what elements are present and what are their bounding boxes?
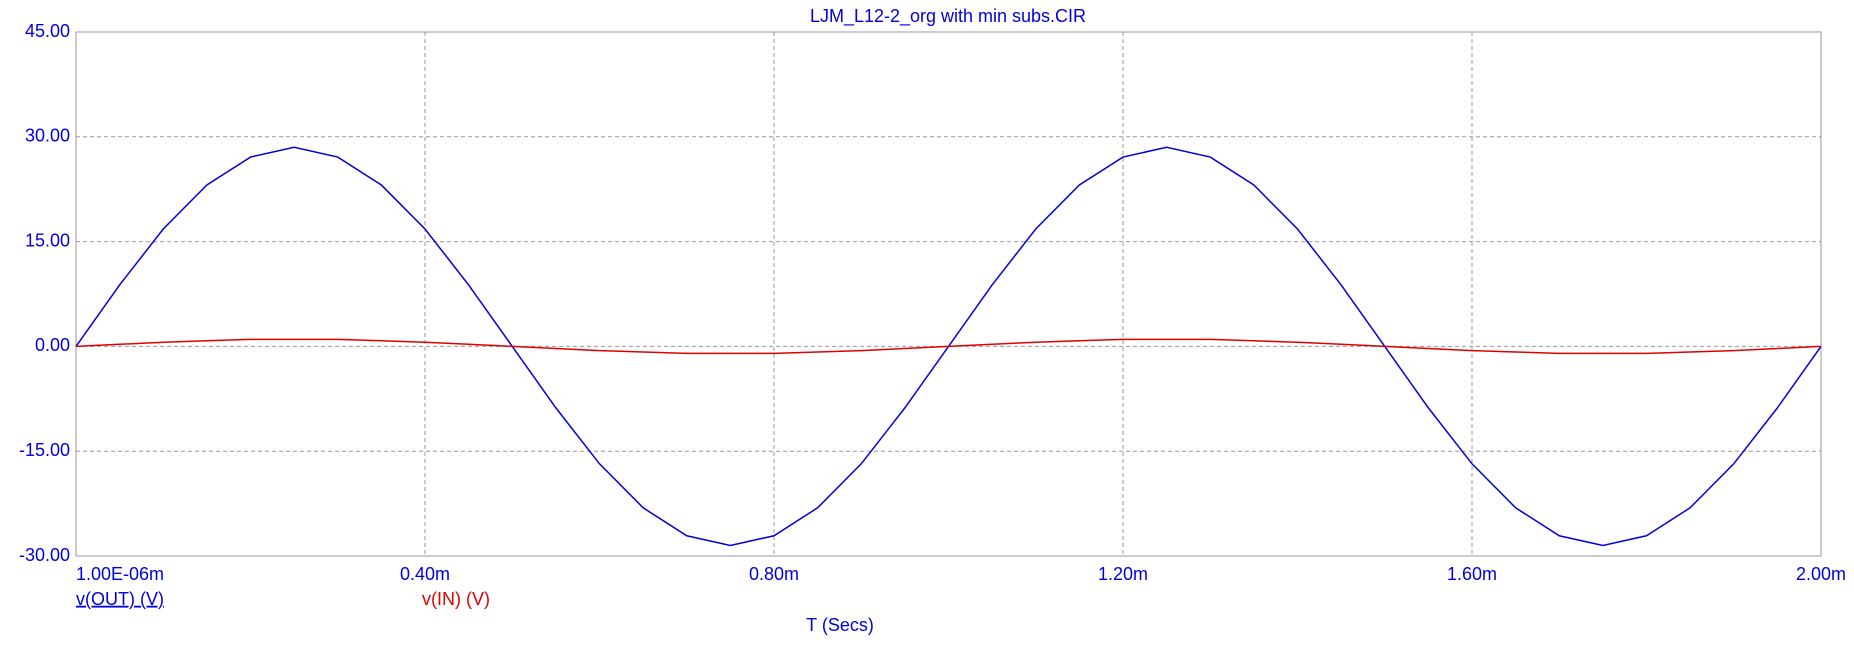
- y-tick-label: -15.00: [19, 440, 70, 460]
- y-tick-label: 0.00: [35, 335, 70, 355]
- x-tick-label: 1.00E-06m: [76, 564, 164, 584]
- x-tick-label: 0.40m: [400, 564, 450, 584]
- chart-title: LJM_L12-2_org with min subs.CIR: [810, 6, 1086, 27]
- legend-label: v(IN) (V): [422, 589, 490, 609]
- y-tick-label: 15.00: [25, 230, 70, 250]
- x-axis-label: T (Secs): [806, 615, 874, 635]
- y-tick-label: 30.00: [25, 126, 70, 146]
- plot-frame: [75, 31, 1822, 557]
- y-tick-label: -30.00: [19, 545, 70, 565]
- x-tick-label: 1.20m: [1098, 564, 1148, 584]
- legend-label: v(OUT) (V): [76, 589, 164, 609]
- x-tick-label: 0.80m: [749, 564, 799, 584]
- series-line: [75, 338, 1822, 355]
- y-tick-label: 45.00: [25, 21, 70, 41]
- x-tick-label: 2.00m: [1796, 564, 1846, 584]
- x-tick-label: 1.60m: [1447, 564, 1497, 584]
